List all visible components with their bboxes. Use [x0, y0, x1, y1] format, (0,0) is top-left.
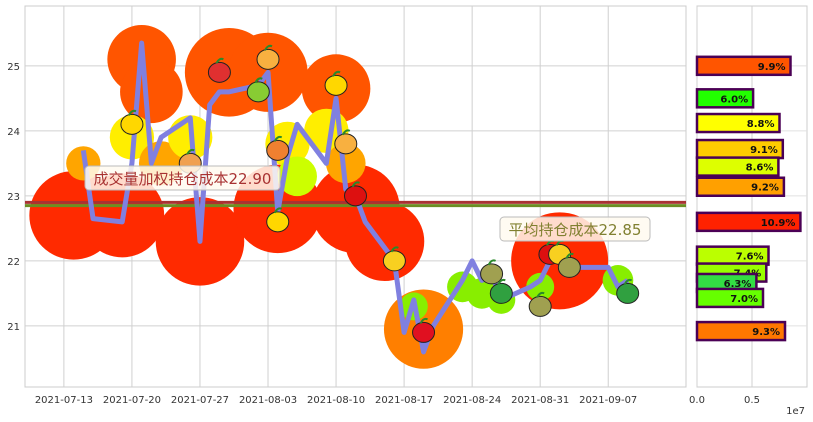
- kiwi-shape: [246, 81, 270, 103]
- strawberry-shape: [412, 321, 436, 343]
- pineapple-icon: [256, 44, 280, 70]
- apple-shape: [344, 185, 367, 207]
- banana-leaf: [128, 109, 137, 116]
- volume-bar: [695, 211, 802, 233]
- bar-percent-label: 9.2%: [751, 183, 779, 194]
- volume-bubble: [526, 272, 555, 301]
- peas-icon: [616, 278, 640, 304]
- pear-leaf: [536, 291, 545, 298]
- apple-leaf: [351, 181, 360, 188]
- pineapple-leaf: [264, 44, 273, 51]
- cost-label-box: [84, 165, 281, 191]
- banana-leaf: [273, 207, 283, 214]
- strawberry-icon: [412, 317, 436, 343]
- price-chart: 2021-07-13 2021-07-20 2021-07-27 2021-08-03…: [7, 5, 687, 406]
- side-x-tick-label: 0.0: [689, 395, 705, 406]
- carrot-leaf: [273, 135, 283, 142]
- volume-bar: [695, 112, 781, 134]
- bar-percent-label: 10.9%: [761, 218, 796, 229]
- side-x-tick-label: 0.5: [744, 395, 760, 406]
- volume-bubble: [345, 201, 425, 281]
- bar-percent-label: 9.3%: [752, 327, 780, 338]
- peas-shape: [616, 282, 640, 304]
- y-tick-label: 24: [7, 127, 20, 138]
- bar-percent-label: 8.6%: [746, 163, 774, 174]
- corn-icon: [382, 246, 406, 272]
- corn-shape: [382, 250, 406, 272]
- x-tick-label: 2021-07-20: [103, 395, 161, 406]
- pear-icon: [528, 291, 552, 317]
- volume-profile-chart: 0.0 0.5 1e7 9.9% 6.0% 8.8% 9.1% 8.6% 9.2% 10.9% 7.…: [689, 5, 808, 417]
- carrot-icon: [266, 135, 290, 161]
- banana-shape: [266, 211, 290, 233]
- peas-shape: [489, 282, 513, 304]
- peas-leaf: [623, 278, 633, 285]
- banana-leaf: [332, 70, 341, 77]
- cost-label-box: [499, 216, 651, 242]
- bar-percent-label: 7.0%: [730, 294, 758, 305]
- x-tick-label: 2021-08-24: [443, 395, 501, 406]
- kiwi-leaf: [254, 77, 263, 84]
- pear-shape: [528, 295, 552, 317]
- peas-icon: [489, 278, 513, 304]
- pineapple-icon: [334, 129, 358, 155]
- peas-leaf: [497, 278, 506, 285]
- bar-percent-label: 6.3%: [724, 279, 752, 290]
- watermelon-shape: [207, 61, 231, 83]
- pear-icon: [557, 252, 581, 278]
- banana-shape: [120, 113, 144, 135]
- y-tick-label: 21: [7, 322, 20, 333]
- x-offset-label: 1e7: [786, 406, 805, 417]
- y-tick-label: 23: [7, 192, 20, 203]
- bar-percent-label: 7.6%: [736, 252, 764, 263]
- carrot-shape: [266, 139, 290, 161]
- x-tick-label: 2021-08-17: [375, 395, 433, 406]
- cost-label: 平均持仓成本22.85: [509, 221, 642, 239]
- x-tick-label: 2021-07-27: [171, 395, 229, 406]
- x-tick-label: 2021-08-31: [511, 395, 569, 406]
- pineapple-shape: [256, 48, 280, 70]
- banana-icon: [266, 207, 290, 233]
- volume-bar: [695, 176, 786, 197]
- apple-icon: [344, 181, 367, 207]
- volume-bar: [695, 320, 787, 342]
- strawberry-leaf: [419, 317, 428, 324]
- pear-icon: [480, 259, 504, 285]
- banana-shape: [324, 74, 348, 96]
- radish-leaf: [186, 148, 195, 155]
- x-tick-label: 2021-07-13: [35, 395, 93, 406]
- pear-shape: [557, 256, 581, 278]
- watermelon-icon: [207, 57, 231, 83]
- watermelon-leaf: [215, 57, 224, 64]
- banana-icon: [120, 109, 144, 135]
- banana-icon: [324, 70, 348, 96]
- volume-bar: [695, 55, 792, 77]
- y-tick-label: 25: [7, 62, 20, 73]
- volume-bubble: [325, 143, 366, 184]
- corn-leaf: [390, 246, 399, 253]
- volume-bar: [695, 88, 755, 109]
- pear-leaf: [487, 259, 497, 266]
- x-tick-label: 2021-09-07: [579, 395, 637, 406]
- pear-shape: [480, 263, 504, 285]
- x-tick-label: 2021-08-03: [239, 395, 297, 406]
- bar-percent-label: 6.0%: [720, 94, 748, 105]
- volume-bar: [695, 156, 780, 177]
- bar-percent-label: 8.8%: [747, 119, 775, 130]
- pineapple-shape: [334, 133, 358, 155]
- bar-percent-label: 9.1%: [750, 145, 778, 156]
- x-tick-label: 2021-08-10: [307, 395, 365, 406]
- kiwi-icon: [246, 77, 270, 103]
- cost-label: 成交量加权持仓成本22.90: [94, 170, 272, 188]
- volume-bar: [695, 287, 765, 309]
- y-tick-label: 22: [7, 257, 20, 268]
- bar-percent-label: 9.9%: [758, 62, 786, 73]
- pineapple-leaf: [341, 129, 351, 136]
- pear-leaf: [565, 252, 574, 259]
